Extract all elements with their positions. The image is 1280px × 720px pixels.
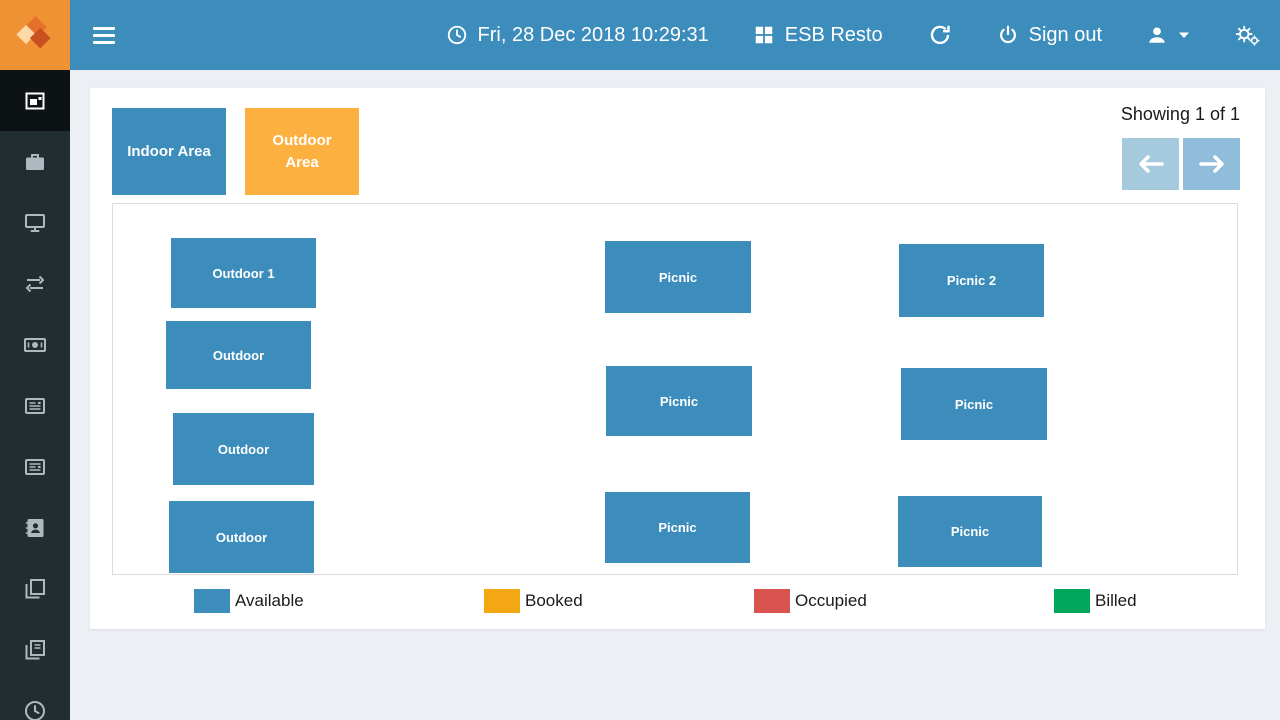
legend-label: Booked <box>525 591 583 610</box>
refresh-button[interactable] <box>927 23 953 47</box>
user-menu[interactable] <box>1146 24 1190 46</box>
pagination-status: Showing 1 of 1 <box>1120 104 1240 124</box>
sidebar-item-contacts[interactable] <box>0 497 70 558</box>
right-arrow-icon <box>1198 155 1224 173</box>
hamburger-menu-icon[interactable] <box>82 0 126 70</box>
legend-label: Occupied <box>795 591 867 610</box>
gears-icon <box>1234 23 1260 47</box>
refresh-icon <box>927 23 953 47</box>
contacts-icon <box>23 516 47 540</box>
area-tab-outdoor[interactable]: Outdoor Area <box>245 108 359 195</box>
table-picnic-2-7[interactable]: Picnic 2 <box>899 244 1044 317</box>
legend-occupied: Occupied <box>754 589 867 613</box>
legend-swatch-booked <box>484 589 520 613</box>
copy-icon <box>23 577 47 601</box>
documents-icon <box>23 638 47 662</box>
datetime-display: Fri, 28 Dec 2018 10:29:31 <box>446 24 709 47</box>
table-picnic-9[interactable]: Picnic <box>898 496 1042 567</box>
next-page-button[interactable] <box>1183 138 1240 190</box>
table-outdoor-3[interactable]: Outdoor <box>169 501 314 573</box>
top-header: Fri, 28 Dec 2018 10:29:31 ESB Resto Sign… <box>0 0 1280 70</box>
left-arrow-icon <box>1138 155 1164 173</box>
invoice-icon <box>23 394 47 418</box>
settings-button[interactable] <box>1234 23 1260 47</box>
monitor-icon <box>23 211 47 235</box>
legend-booked: Booked <box>484 589 583 613</box>
sidebar-item-invoice[interactable] <box>0 375 70 436</box>
table-outdoor-1[interactable]: Outdoor <box>166 321 311 389</box>
sidebar-nav <box>0 70 70 720</box>
legend-swatch-occupied <box>754 589 790 613</box>
floor-plan: Outdoor 1 Outdoor Outdoor Outdoor Picnic Picn… <box>112 203 1238 575</box>
power-icon <box>997 24 1019 46</box>
datetime-text: Fri, 28 Dec 2018 10:29:31 <box>477 23 709 46</box>
floor-plan-card: Indoor Area Outdoor Area Showing 1 of 1 … <box>90 88 1265 629</box>
legend-label: Available <box>235 591 304 610</box>
sidebar-item-history-clock[interactable] <box>0 680 70 720</box>
history-clock-icon <box>23 699 47 720</box>
grid-icon <box>753 24 775 46</box>
sidebar-item-report[interactable] <box>0 436 70 497</box>
sidebar-item-copy[interactable] <box>0 558 70 619</box>
briefcase-icon <box>23 150 47 174</box>
table-picnic-8[interactable]: Picnic <box>901 368 1047 440</box>
layout-tables-icon <box>23 89 47 113</box>
sidebar-item-monitor[interactable] <box>0 192 70 253</box>
sidebar-item-briefcase[interactable] <box>0 131 70 192</box>
cash-icon <box>23 333 47 357</box>
table-picnic-6[interactable]: Picnic <box>605 492 750 563</box>
sidebar-item-documents[interactable] <box>0 619 70 680</box>
report-icon <box>23 455 47 479</box>
sign-out-label: Sign out <box>1028 23 1102 46</box>
status-legend: Available Booked Occupied Billed <box>90 589 1265 615</box>
sidebar-item-cash[interactable] <box>0 314 70 375</box>
sidebar-item-transfer[interactable] <box>0 253 70 314</box>
sign-out-button[interactable]: Sign out <box>997 24 1102 47</box>
table-picnic-4[interactable]: Picnic <box>605 241 751 313</box>
clock-icon <box>446 24 468 46</box>
logo-diamond-icon <box>16 15 51 49</box>
table-outdoor-1-0[interactable]: Outdoor 1 <box>171 238 316 308</box>
table-picnic-5[interactable]: Picnic <box>606 366 752 436</box>
restaurant-name: ESB Resto <box>784 23 883 46</box>
area-tab-indoor[interactable]: Indoor Area <box>112 108 226 195</box>
transfer-icon <box>23 272 47 296</box>
app-logo[interactable] <box>0 0 70 70</box>
restaurant-switcher[interactable]: ESB Resto <box>753 24 883 47</box>
legend-swatch-available <box>194 589 230 613</box>
caret-down-icon <box>1178 29 1190 41</box>
legend-label: Billed <box>1095 591 1137 610</box>
table-outdoor-2[interactable]: Outdoor <box>173 413 314 485</box>
sidebar-item-layout-tables[interactable] <box>0 70 70 131</box>
user-icon <box>1146 24 1168 46</box>
prev-page-button[interactable] <box>1122 138 1179 190</box>
legend-billed: Billed <box>1054 589 1137 613</box>
legend-available: Available <box>194 589 304 613</box>
legend-swatch-billed <box>1054 589 1090 613</box>
header-nav: Fri, 28 Dec 2018 10:29:31 ESB Resto Sign… <box>446 23 1280 47</box>
